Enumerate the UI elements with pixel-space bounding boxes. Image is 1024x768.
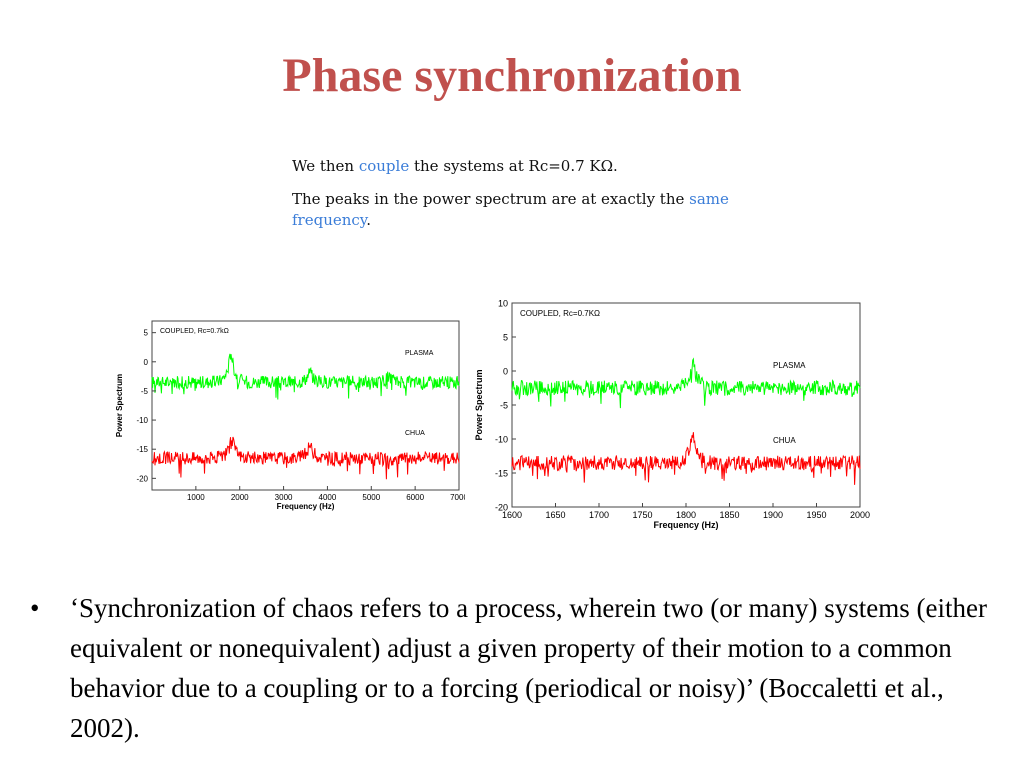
- series-label-plasma: PLASMA: [405, 350, 434, 357]
- x-tick-label: 2000: [231, 493, 249, 502]
- x-tick-label: 3000: [275, 493, 293, 502]
- plot-frame: [151, 320, 460, 491]
- x-tick-label: 4000: [319, 493, 337, 502]
- series-label-plasma: PLASMA: [773, 361, 806, 370]
- intro-p2-after: .: [366, 211, 372, 229]
- x-tick-label: 6000: [406, 493, 424, 502]
- x-tick-label: 1950: [806, 510, 826, 520]
- x-tick-label: 1000: [187, 493, 205, 502]
- bullet-icon: •: [30, 593, 40, 623]
- intro-paragraph-1: We then couple the systems at Rc=0.7 KΩ.: [292, 156, 752, 177]
- y-tick-label: 10: [498, 299, 508, 309]
- series-line-plasma: [151, 353, 460, 400]
- y-tick-label: 0: [503, 367, 508, 377]
- y-tick-label: -20: [136, 474, 148, 483]
- y-tick-label: -10: [495, 435, 508, 445]
- y-tick-label: -10: [136, 416, 148, 425]
- y-axis-label: Power Spectrum: [115, 374, 124, 437]
- chart-title: COUPLED, Rc=0.7kΩ: [160, 328, 229, 335]
- intro-p2-highlight: same frequency: [292, 190, 729, 229]
- x-tick-label: 1750: [632, 510, 652, 520]
- y-tick-label: 5: [144, 329, 149, 338]
- x-tick-label: 7000: [450, 493, 465, 502]
- intro-p1-highlight: couple: [358, 157, 410, 175]
- plot-frame: [511, 302, 861, 508]
- x-tick-label: 1900: [763, 510, 783, 520]
- y-tick-label: 5: [503, 333, 508, 343]
- x-tick-label: 1650: [545, 510, 565, 520]
- y-axis-label: Power Spectrum: [474, 369, 484, 440]
- intro-p2-before: The peaks in the power spectrum are at e…: [292, 190, 690, 208]
- chart-right: PLASMA CHUA 1600 1650 1700 1750 1800 1850 1900 19…: [474, 299, 870, 531]
- quote-bullet-item: • ‘Synchronization of chaos refers to a …: [30, 588, 1005, 748]
- y-tick-label: -15: [136, 445, 148, 454]
- x-tick-label: 1700: [589, 510, 609, 520]
- series-label-chua: CHUA: [773, 436, 796, 445]
- intro-p1-after: the systems at Rc=0.7 KΩ.: [409, 157, 618, 175]
- x-tick-label: 1600: [502, 510, 522, 520]
- series-label-chua: CHUA: [405, 430, 425, 437]
- quote-text: ‘Synchronization of chaos refers to a pr…: [70, 593, 987, 743]
- series-line-chua: [511, 432, 861, 485]
- slide-title: Phase synchronization: [282, 49, 742, 102]
- series-line-plasma: [511, 357, 861, 409]
- y-tick-label: -20: [495, 503, 508, 513]
- intro-p1-before: We then: [292, 157, 359, 175]
- chart-title: COUPLED, Rc=0.7KΩ: [520, 309, 600, 318]
- chart-left: PLASMA CHUA 1000 2000 3000 4000 5000 6000 7000 5 0…: [115, 320, 465, 511]
- y-tick-label: 0: [144, 358, 149, 367]
- x-tick-label: 1850: [719, 510, 739, 520]
- x-tick-label: 2000: [850, 510, 870, 520]
- y-tick-label: -5: [141, 387, 149, 396]
- intro-text: We then couple the systems at Rc=0.7 KΩ.…: [292, 156, 752, 243]
- y-tick-label: -15: [495, 469, 508, 479]
- series-line-chua: [151, 436, 460, 480]
- x-axis-label: Frequency (Hz): [277, 502, 335, 511]
- x-tick-label: 1800: [676, 510, 696, 520]
- x-tick-label: 5000: [362, 493, 380, 502]
- intro-paragraph-2: The peaks in the power spectrum are at e…: [292, 189, 752, 231]
- y-tick-label: -5: [500, 401, 508, 411]
- x-axis-label: Frequency (Hz): [653, 520, 718, 530]
